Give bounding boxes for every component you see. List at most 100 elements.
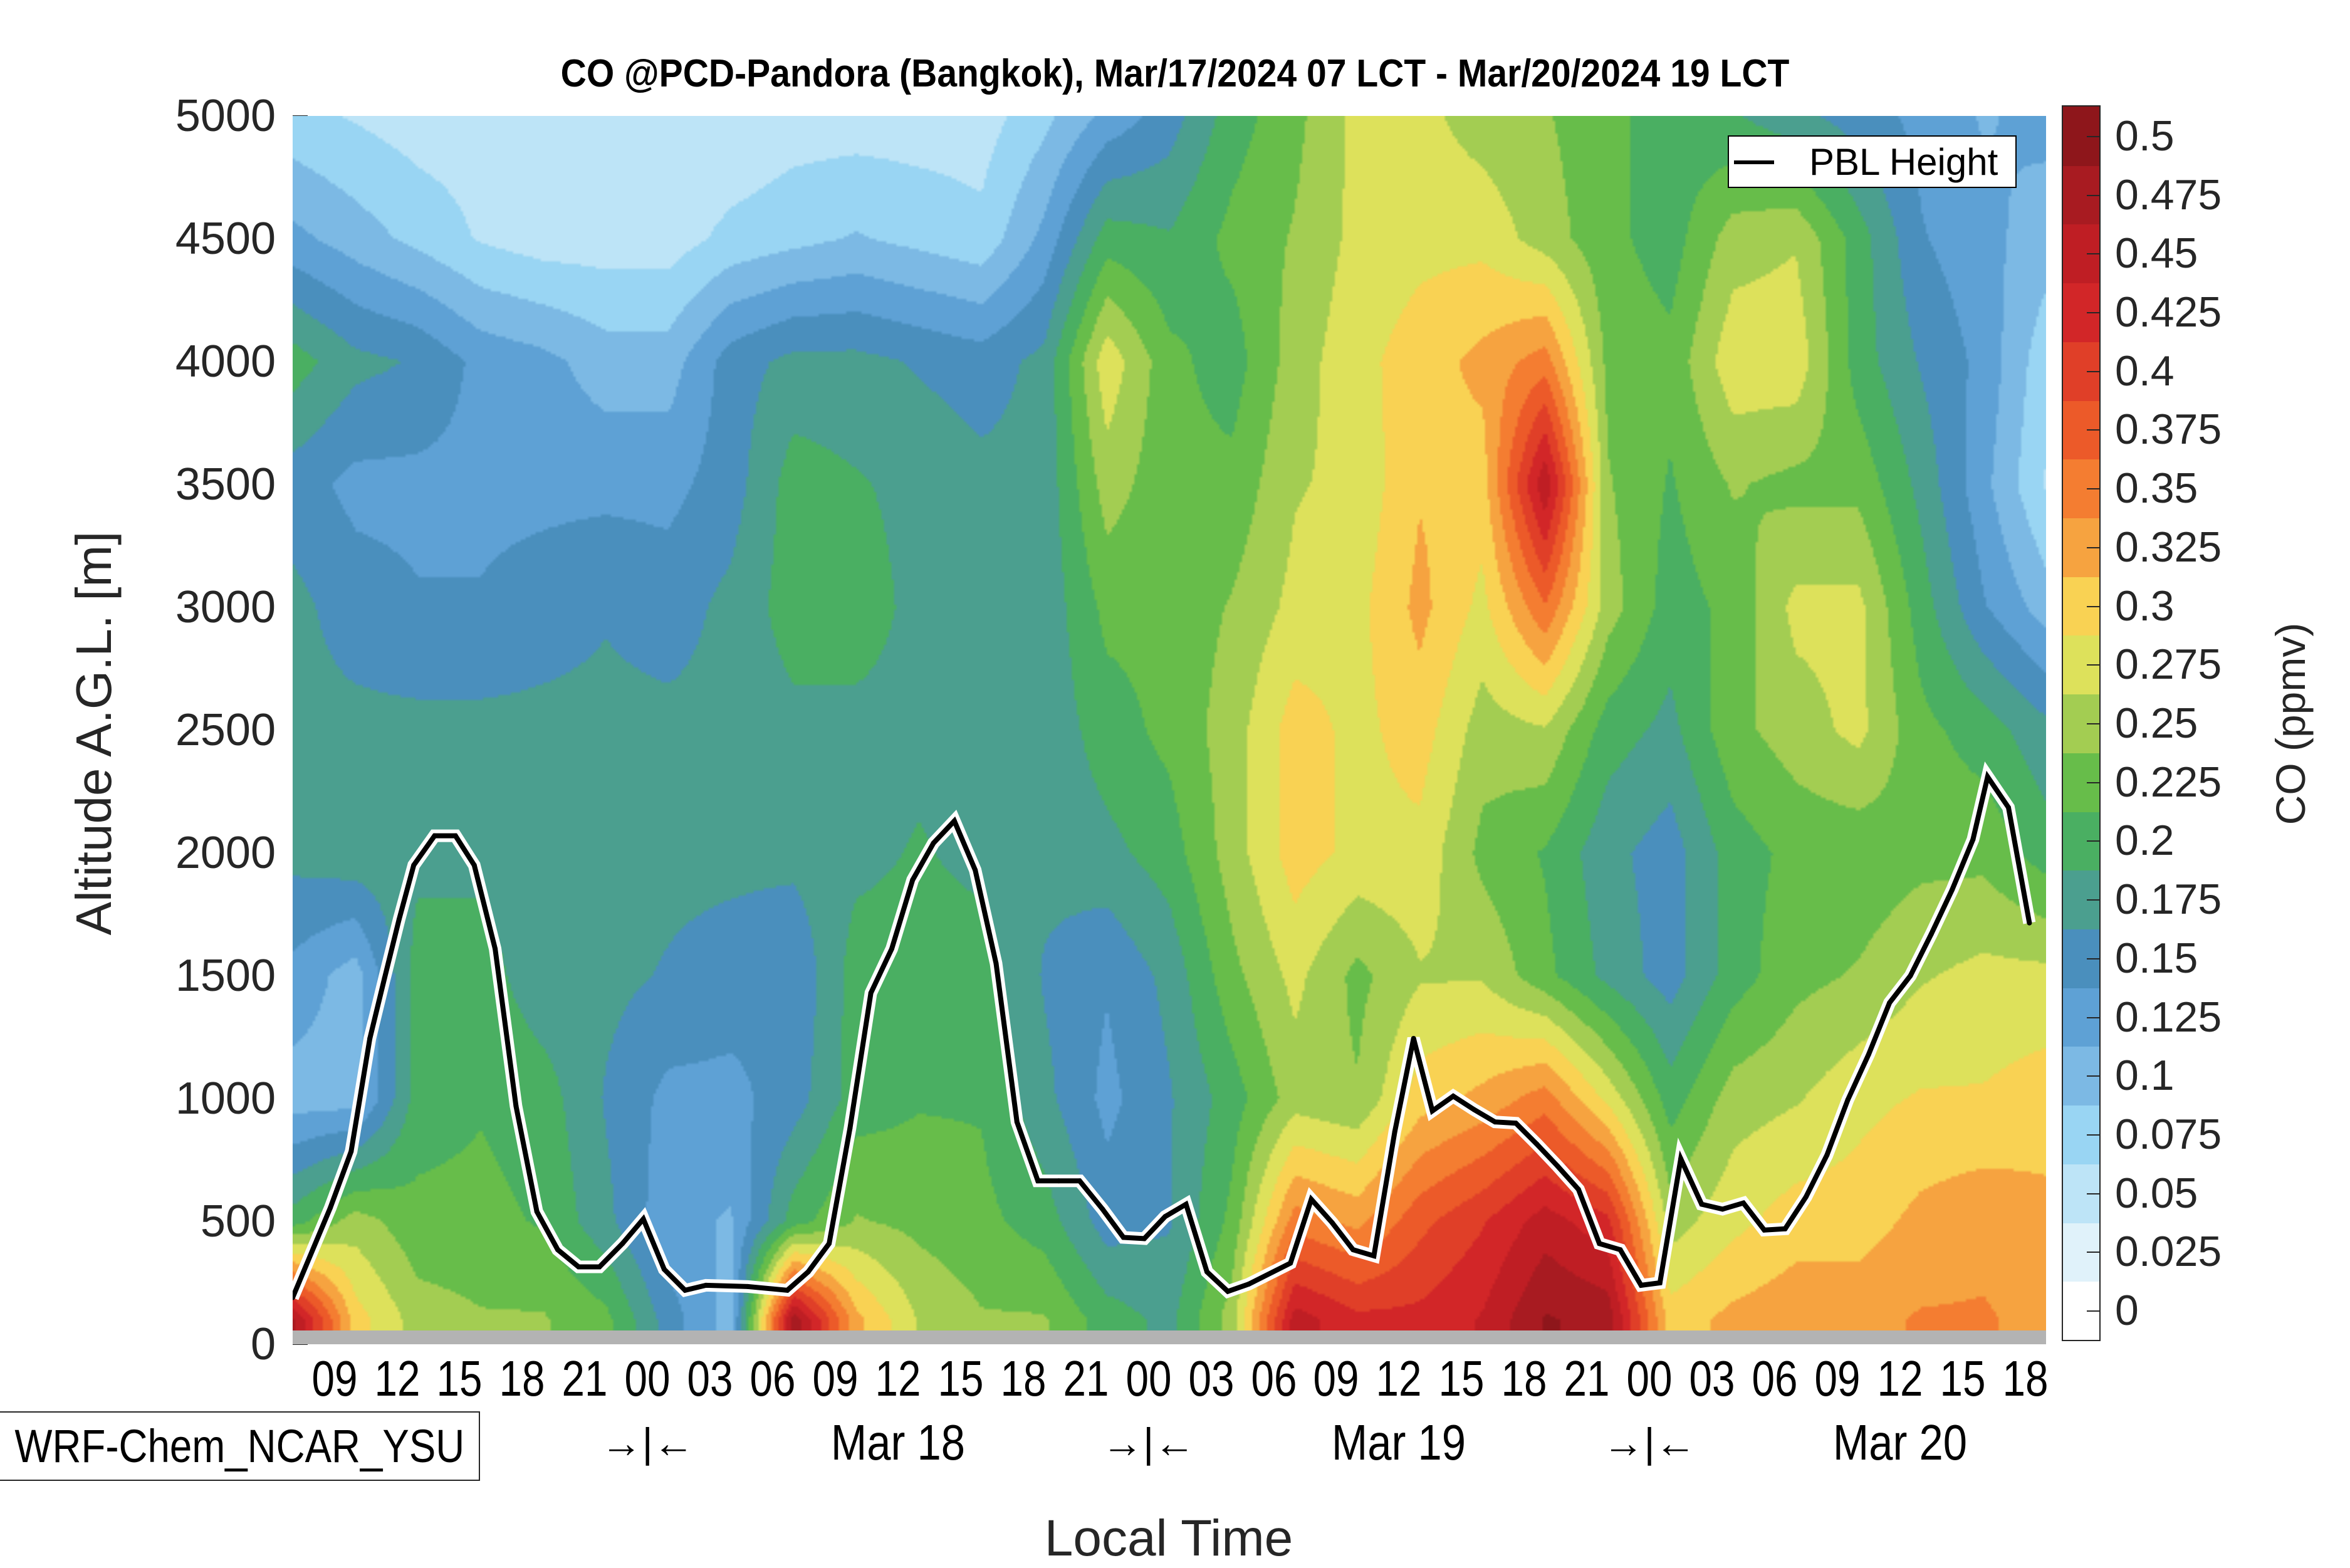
pbl-height-point: [493, 946, 498, 951]
colorbar-tick-label: 0.1: [2115, 1052, 2175, 1100]
pbl-height-point: [534, 1209, 540, 1215]
colorbar-tick-label: 0.175: [2115, 875, 2222, 924]
colorbar-tick-label: 0.15: [2115, 934, 2198, 982]
day-separator: →|←: [1602, 1419, 1696, 1466]
x-tick-label: 00: [1626, 1351, 1673, 1406]
colorbar-tick: [2087, 194, 2099, 196]
x-tick-label: 15: [436, 1351, 483, 1406]
pbl-height-point: [620, 1241, 625, 1247]
y-tick-label: 2500: [175, 705, 276, 755]
colorbar-tick: [2087, 253, 2099, 255]
pbl-height-point: [1597, 1241, 1602, 1247]
x-tick-label: 09: [1313, 1351, 1359, 1406]
y-axis-label: Altitude A.G.L. [m]: [66, 531, 122, 936]
pbl-height-point: [1534, 1141, 1540, 1147]
x-tick-label: 12: [374, 1351, 420, 1406]
x-tick-label: 03: [1188, 1351, 1235, 1406]
pbl-height-point: [1077, 1178, 1082, 1184]
pbl-height-point: [293, 1295, 295, 1300]
pbl-height-point: [1183, 1201, 1189, 1207]
y-tick-label: 4000: [175, 337, 276, 387]
pbl-height-point: [1429, 1108, 1435, 1114]
legend: PBL Height: [1728, 135, 2017, 188]
colorbar-tick-label: 0.275: [2115, 640, 2222, 689]
colorbar-tick-label: 0.225: [2115, 758, 2222, 806]
pbl-height-point: [1657, 1280, 1663, 1285]
x-tick-label: 18: [1501, 1351, 1547, 1406]
pbl-height-point: [1120, 1235, 1126, 1240]
colorbar-tick-label: 0.325: [2115, 523, 2222, 571]
pbl-height-point: [411, 862, 417, 868]
y-tick-label: 4500: [175, 214, 276, 264]
pbl-height-point: [382, 975, 387, 981]
pbl-height-point: [1617, 1247, 1623, 1253]
pbl-height-point: [1720, 1206, 1725, 1212]
pbl-height-point: [910, 877, 916, 883]
colorbar-tick: [2087, 605, 2099, 607]
x-tick-label: 03: [687, 1351, 733, 1406]
pbl-height-point: [931, 840, 936, 846]
pbl-height-point: [1350, 1247, 1356, 1253]
x-tick-label: 21: [1063, 1351, 1109, 1406]
pbl-height-point: [661, 1267, 667, 1272]
colorbar-tick-label: 0.125: [2115, 993, 2222, 1041]
colorbar: [2062, 105, 2101, 1341]
pbl-height-line: [293, 770, 2032, 1299]
pbl-height-point: [703, 1282, 709, 1288]
colorbar-tick: [2087, 312, 2099, 313]
colorbar-tick: [2087, 1252, 2099, 1253]
colorbar-tick-label: 0.25: [2115, 699, 2198, 747]
pbl-height-point: [452, 833, 458, 839]
pbl-height-point: [1308, 1196, 1314, 1202]
plot-area: [293, 116, 2046, 1344]
colorbar-tick: [2087, 429, 2099, 431]
pbl-height-point: [785, 1287, 790, 1293]
pbl-height-point: [1225, 1288, 1231, 1294]
pbl-height-point: [889, 946, 894, 951]
colorbar-tick-label: 0.3: [2115, 582, 2175, 630]
x-tick-label: 06: [1251, 1351, 1297, 1406]
pbl-height-point: [1970, 837, 1976, 842]
pbl-height-point: [805, 1269, 811, 1275]
y-tick-label: 3000: [175, 582, 276, 632]
pbl-height-point: [1471, 1107, 1477, 1112]
pbl-height-point: [328, 1205, 333, 1211]
x-tick-label: 15: [1438, 1351, 1485, 1406]
pbl-height-point: [973, 867, 978, 873]
colorbar-tick-label: 0.075: [2115, 1111, 2222, 1158]
x-tick-label: 00: [624, 1351, 671, 1406]
x-tick-label: 15: [1940, 1351, 1986, 1406]
colorbar-tick: [2087, 958, 2099, 959]
pbl-height-point: [1866, 1052, 1871, 1057]
day-label: Mar 20: [1832, 1414, 1967, 1470]
pbl-height-point: [1741, 1200, 1746, 1206]
day-label: Mar 19: [1332, 1414, 1466, 1470]
pbl-height-point: [1555, 1163, 1560, 1169]
pbl-height-point: [576, 1264, 582, 1270]
y-tick-label: 3500: [175, 459, 276, 510]
legend-label: PBL Height: [1809, 141, 1998, 183]
pbl-height-point: [432, 833, 437, 839]
pbl-height-point: [1329, 1220, 1335, 1225]
pbl-height-point: [847, 1126, 853, 1131]
colorbar-tick: [2087, 723, 2099, 724]
colorbar-tick: [2087, 1134, 2099, 1136]
pbl-height-point: [1638, 1282, 1644, 1288]
pbl-height-point: [1908, 973, 1913, 978]
pbl-height-point: [1411, 1036, 1416, 1041]
colorbar-tick: [2087, 488, 2099, 490]
colorbar-tick-label: 0.2: [2115, 817, 2175, 865]
colorbar-tick-label: 0.35: [2115, 464, 2198, 513]
model-annotation-box: WRF-Chem_NCAR_YSU: [0, 1411, 480, 1481]
pbl-height-point: [471, 862, 477, 868]
y-tick-label: 0: [250, 1319, 276, 1369]
ground-band: [293, 1330, 2046, 1344]
pbl-height-point: [1371, 1253, 1377, 1258]
pbl-height-point: [1575, 1187, 1581, 1192]
pbl-height-point: [827, 1241, 832, 1247]
colorbar-tick-label: 0.375: [2115, 405, 2222, 454]
x-tick-label: 12: [1877, 1351, 1923, 1406]
colorbar-tick: [2087, 899, 2099, 901]
y-tick-label: 1000: [175, 1074, 276, 1124]
pbl-height-point: [1142, 1236, 1147, 1241]
